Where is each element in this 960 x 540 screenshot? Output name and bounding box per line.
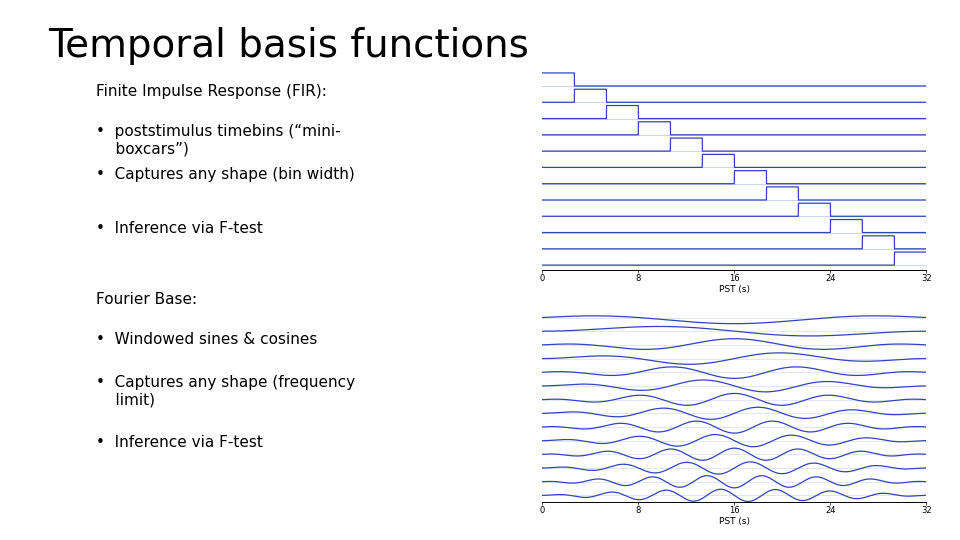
X-axis label: PST (s): PST (s) — [719, 517, 750, 526]
Text: Finite Impulse Response (FIR):: Finite Impulse Response (FIR): — [96, 84, 326, 99]
Text: Fourier Base:: Fourier Base: — [96, 292, 197, 307]
Text: •  poststimulus timebins (“mini-
    boxcars”): • poststimulus timebins (“mini- boxcars”… — [96, 124, 341, 157]
Text: Temporal basis functions: Temporal basis functions — [48, 27, 529, 65]
Text: •  Captures any shape (bin width): • Captures any shape (bin width) — [96, 167, 355, 183]
X-axis label: PST (s): PST (s) — [719, 285, 750, 294]
Text: •  Windowed sines & cosines: • Windowed sines & cosines — [96, 332, 318, 347]
Text: •  Inference via F-test: • Inference via F-test — [96, 221, 263, 237]
Text: •  Captures any shape (frequency
    limit): • Captures any shape (frequency limit) — [96, 375, 355, 408]
Text: •  Inference via F-test: • Inference via F-test — [96, 435, 263, 450]
